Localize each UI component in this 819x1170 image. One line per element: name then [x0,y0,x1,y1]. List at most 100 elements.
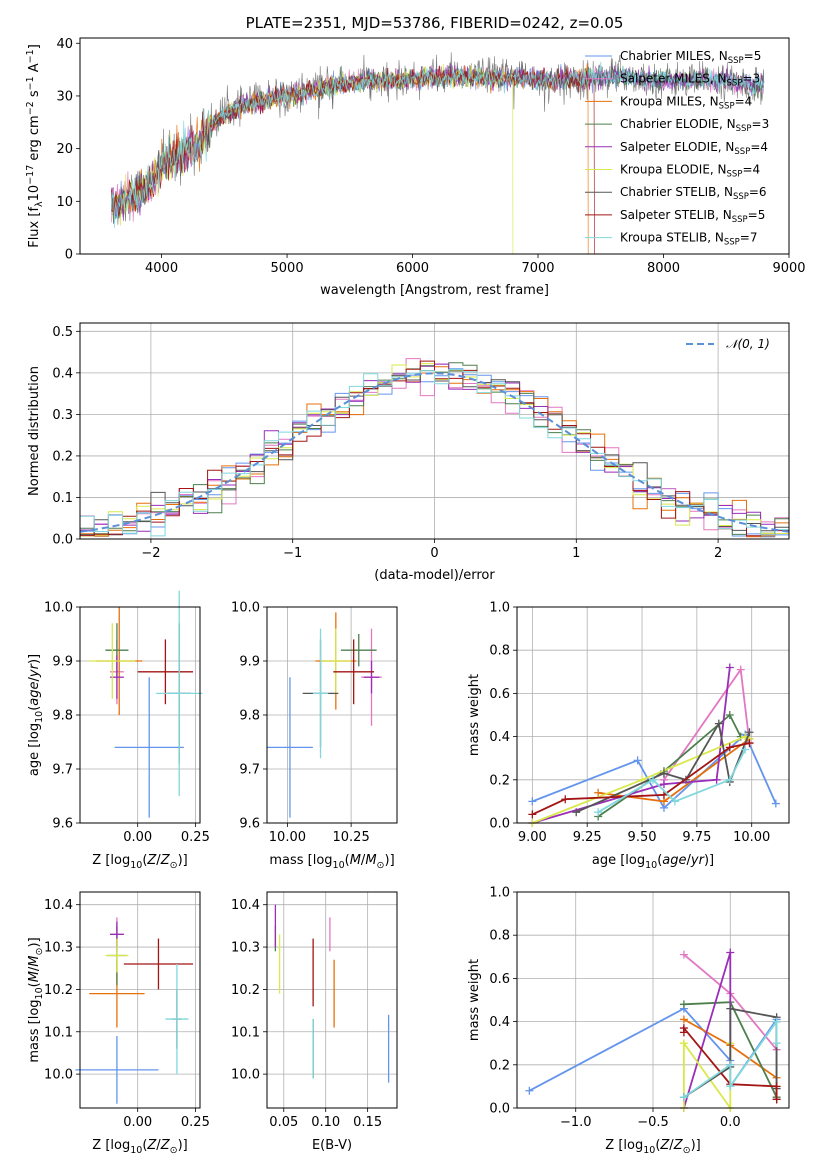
axes-frame [266,891,398,1109]
mass-vs-EBV-panel: 0.05 0.10 0.15 10.0 10.1 10.2 10.3 10.4 E(B-V) [231,891,398,1153]
x-tick-label: 0.00 [123,1115,152,1130]
weight-marker [772,1039,781,1048]
x-tick-label: 2 [714,546,722,561]
residual-histogram [80,360,789,537]
weight-marker [670,797,679,806]
weight-marker [679,950,688,959]
legend-entry: Salpeter MILES, NSSP=3 [620,72,760,89]
y-tick-label: 30 [56,89,73,104]
legend-entry: Chabrier STELIB, NSSP=6 [620,185,767,202]
weight-marker [561,795,570,804]
residuals-y-label: Normed distribution [27,366,42,496]
y-tick-label: 0.3 [52,408,73,423]
weight-marker [745,739,754,748]
y-tick-label: 0.5 [52,325,73,340]
spectrum-x-label: wavelength [Angstrom, rest frame] [320,283,549,298]
weight-marker [679,1000,688,1009]
age-vs-mass-panel: 10.00 10.25 9.6 9.7 9.8 9.9 10.0 mass [log10(M/… [231,601,398,871]
y-tick-label: 9.6 [52,817,73,832]
x-tick-label: −0.5 [637,1115,669,1130]
residual-histogram [80,369,789,537]
weight-marker [633,756,642,765]
weight-vs-Z-panel: −1.0 −0.5 0.0 0.0 0.2 0.4 0.6 0.8 1.0 Z [log10(Z/… [467,886,790,1156]
weight-vs-age-panel: 9.00 9.25 9.50 9.75 10.00 0.0 0.2 0.4 0.6 0.8 1.0 a… [467,601,790,871]
weight-marker [525,1086,534,1095]
y-tick-label: 0.4 [489,730,510,745]
mass-vs-EBV-x-label: E(B-V) [312,1138,352,1153]
axes-frame [516,606,790,824]
y-tick-label: 10.0 [44,1068,73,1083]
axes-frame [79,891,201,1109]
x-tick-label: 10.00 [269,830,306,845]
weight-marker [528,797,537,806]
weight-marker [772,1082,781,1091]
weight-marker [725,743,734,752]
mass-vs-Z-y-label: mass [log10(M/M⊙)] [27,937,45,1062]
y-tick-label: 10.0 [231,601,260,616]
residuals-panel: −2 −1 0 1 2 0.0 0.1 0.2 0.3 0.4 0.5 𝒩(0, 1) (data-mo… [27,322,790,583]
weight-marker [772,1017,781,1026]
x-tick-label: −1.0 [560,1115,592,1130]
spectrum-legend: Chabrier MILES, NSSP=5 Salpeter MILES, NS… [585,49,769,248]
weight-vs-Z-x-label: Z [log10(Z/Z⊙)] [605,1138,700,1156]
y-tick-label: 0.6 [489,972,510,987]
x-tick-label: 0.05 [269,1115,298,1130]
y-tick-label: 1.0 [489,601,510,616]
legend-entry: Chabrier MILES, NSSP=5 [620,49,761,66]
y-tick-label: 0.2 [489,773,510,788]
weight-marker [745,728,754,737]
y-tick-label: 0.0 [52,533,73,548]
legend-entry: Salpeter ELODIE, NSSP=4 [620,140,768,157]
y-tick-label: 0.0 [489,1102,510,1117]
weight-marker [726,1004,735,1013]
x-tick-label: 7000 [521,261,554,276]
reference-legend-label: 𝒩(0, 1) [726,337,770,351]
weight-series-line [532,667,731,824]
age-vs-Z-x-label: Z [log10(Z/Z⊙)] [92,853,187,871]
spectrum-y-label: Flux [fλ10−17 erg cm−2 s−1 A−1] [25,44,45,248]
x-tick-label: 5000 [271,261,304,276]
legend-entry: Kroupa ELODIE, NSSP=4 [620,163,760,180]
y-tick-label: 9.6 [239,817,260,832]
weight-marker [725,775,734,784]
y-tick-label: 9.7 [239,763,260,778]
y-tick-label: 10.0 [44,601,73,616]
y-tick-label: 0.4 [52,366,73,381]
y-tick-label: 0.4 [489,1015,510,1030]
y-tick-label: 10.2 [231,983,260,998]
x-tick-label: 4000 [145,261,178,276]
x-tick-label: 9.75 [682,830,711,845]
y-tick-label: 10.0 [231,1068,260,1083]
y-tick-label: 9.7 [52,763,73,778]
weight-marker [771,799,780,808]
weight-marker [659,790,668,799]
y-tick-label: 9.9 [52,655,73,670]
weight-marker [772,1095,781,1104]
y-tick-label: 0.8 [489,929,510,944]
spectrum-title: PLATE=2351, MJD=53786, FIBERID=0242, z=0… [246,14,624,32]
y-tick-label: 0.2 [52,449,73,464]
x-tick-label: 0 [430,546,438,561]
y-tick-label: 9.9 [239,655,260,670]
x-tick-label: 0.0 [720,1115,741,1130]
y-tick-label: 20 [56,142,73,157]
mass-vs-Z-panel: 0.00 0.25 10.0 10.1 10.2 10.3 10.4 Z [log10(Z/Z… [27,891,210,1156]
legend-entry: Kroupa STELIB, NSSP=7 [620,231,758,248]
x-tick-label: 0.00 [123,830,152,845]
weight-marker [712,775,721,784]
weight-marker [726,948,735,957]
x-tick-label: −2 [141,546,160,561]
y-tick-label: 9.8 [239,709,260,724]
y-tick-label: 0.6 [489,687,510,702]
model-spectrum-line [111,65,595,254]
weight-marker [659,769,668,778]
age-vs-Z-y-label: age [log10(age/yr)] [27,654,45,776]
x-tick-label: 10.00 [733,830,770,845]
residuals-x-label: (data-model)/error [374,568,495,583]
y-tick-label: 9.8 [52,709,73,724]
y-tick-label: 0.2 [489,1058,510,1073]
weight-vs-age-x-label: age [log10(age/yr)] [592,853,714,871]
x-tick-label: 6000 [396,261,429,276]
weight-marker [714,719,723,728]
